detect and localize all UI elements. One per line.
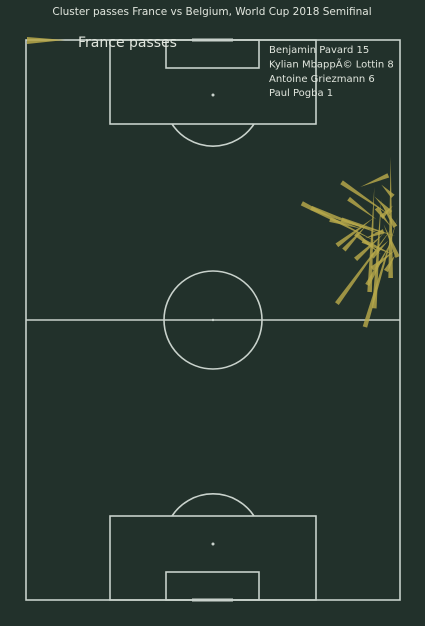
player-annotation: Antoine Griezmann 6: [269, 74, 375, 85]
bottom-six-yard-box: [165, 571, 260, 601]
pass-arrow: [354, 231, 382, 255]
pass-arrow: [354, 233, 384, 262]
center-spot: [211, 318, 215, 322]
bottom-penalty-box: [109, 515, 317, 601]
pitch: [25, 38, 401, 602]
top-penalty-arc: [171, 123, 255, 147]
bottom-penalty-spot: [211, 542, 215, 546]
pass-arrow: [374, 206, 391, 227]
player-annotation: Kylian MbappÃ© Lottin 8: [269, 58, 394, 71]
pass-arrow: [383, 224, 400, 258]
legend-swatch: [27, 37, 65, 44]
pass-arrow: [361, 238, 393, 255]
bottom-penalty-arc: [171, 493, 255, 517]
player-annotation: Benjamin Pavard 15: [269, 45, 369, 56]
pitch-spots: [211, 93, 215, 546]
top-six-yard-box: [165, 39, 260, 69]
center-circle: [163, 270, 263, 370]
top-penalty-spot: [211, 93, 215, 97]
pass-arrow: [340, 180, 393, 218]
pass-arrow: [360, 173, 390, 187]
pass-arrows: [300, 156, 400, 328]
pass-arrow: [335, 226, 393, 306]
pass-arrow: [362, 217, 398, 328]
legend: France passes: [27, 35, 177, 51]
pass-arrow: [370, 240, 389, 259]
legend-label: France passes: [78, 35, 177, 51]
player-annotation: Paul Pogba 1: [269, 88, 333, 99]
pass-arrow: [364, 229, 385, 239]
chart-title: Cluster passes France vs Belgium, World …: [52, 6, 371, 18]
pass-arrow: [347, 196, 377, 220]
pass-arrow: [381, 184, 395, 198]
pass-arrow: [370, 250, 396, 271]
player-annotations: Benjamin Pavard 15 Kylian MbappÃ© Lottin…: [269, 45, 394, 99]
pass-arrow: [367, 187, 375, 293]
pass-arrow: [335, 217, 375, 248]
pass-arrow: [342, 224, 368, 252]
pass-arrow: [329, 217, 363, 229]
pass-arrow: [383, 254, 396, 273]
